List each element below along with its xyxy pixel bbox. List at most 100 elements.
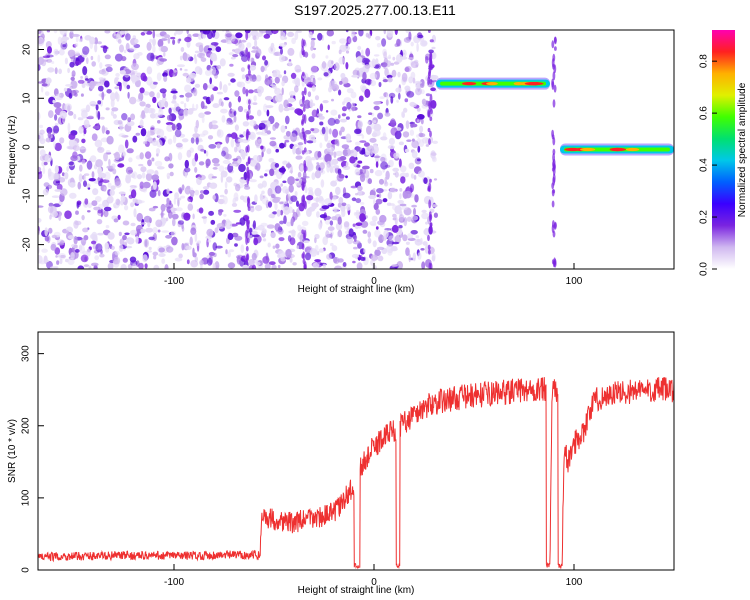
noise-speckle bbox=[388, 54, 391, 60]
noise-speckle bbox=[109, 189, 115, 196]
noise-speckle bbox=[78, 244, 83, 251]
noise-speckle bbox=[321, 61, 327, 69]
noise-speckle bbox=[230, 138, 235, 148]
noise-speckle bbox=[367, 231, 372, 238]
noise-speckle bbox=[238, 163, 246, 173]
noise-speckle bbox=[356, 209, 360, 215]
noise-speckle bbox=[257, 86, 264, 94]
streak-speckle bbox=[246, 128, 250, 134]
noise-speckle bbox=[216, 65, 222, 70]
noise-speckle bbox=[126, 84, 131, 90]
noise-speckle bbox=[222, 84, 228, 93]
noise-speckle bbox=[296, 245, 300, 249]
noise-speckle bbox=[227, 232, 234, 241]
noise-speckle bbox=[415, 235, 420, 239]
noise-speckle bbox=[246, 42, 252, 48]
noise-speckle bbox=[54, 67, 58, 75]
noise-speckle bbox=[424, 227, 428, 235]
noise-speckle bbox=[345, 30, 349, 33]
noise-speckle bbox=[345, 230, 350, 235]
noise-speckle bbox=[402, 112, 405, 118]
noise-speckle bbox=[124, 232, 130, 236]
noise-speckle bbox=[134, 70, 138, 75]
noise-speckle bbox=[280, 183, 284, 187]
noise-speckle bbox=[287, 31, 295, 37]
noise-speckle bbox=[225, 30, 230, 33]
noise-speckle bbox=[306, 140, 314, 144]
noise-speckle bbox=[351, 197, 357, 202]
streak-speckle bbox=[552, 220, 555, 228]
noise-speckle bbox=[373, 198, 376, 205]
noise-speckle bbox=[340, 72, 346, 79]
noise-speckle bbox=[253, 95, 257, 102]
noise-speckle bbox=[230, 132, 238, 140]
noise-speckle bbox=[208, 210, 215, 216]
noise-speckle bbox=[387, 77, 393, 83]
colorbar-gradient bbox=[712, 30, 735, 269]
noise-speckle bbox=[327, 117, 336, 126]
noise-speckle bbox=[115, 72, 120, 77]
noise-speckle bbox=[314, 95, 320, 101]
noise-speckle bbox=[119, 30, 126, 35]
noise-speckle bbox=[260, 145, 264, 150]
noise-speckle bbox=[164, 101, 169, 108]
noise-speckle bbox=[91, 171, 95, 179]
noise-speckle bbox=[375, 58, 379, 65]
noise-speckle bbox=[130, 189, 137, 199]
noise-speckle bbox=[47, 67, 55, 73]
noise-speckle bbox=[353, 246, 358, 250]
noise-speckle bbox=[185, 245, 192, 250]
noise-speckle bbox=[308, 116, 315, 123]
noise-speckle bbox=[241, 39, 247, 43]
noise-speckle bbox=[64, 210, 72, 219]
streak-speckle bbox=[427, 127, 431, 133]
noise-speckle bbox=[117, 163, 125, 168]
noise-speckle bbox=[228, 52, 235, 56]
noise-speckle bbox=[112, 168, 117, 175]
noise-speckle bbox=[240, 177, 245, 180]
noise-speckle bbox=[69, 192, 77, 199]
noise-speckle bbox=[54, 123, 59, 126]
noise-speckle bbox=[124, 205, 129, 211]
noise-speckle bbox=[124, 69, 132, 75]
noise-speckle bbox=[334, 265, 343, 269]
streak-speckle bbox=[301, 243, 305, 250]
noise-speckle bbox=[308, 31, 313, 39]
noise-speckle bbox=[70, 155, 78, 162]
noise-speckle bbox=[67, 122, 71, 132]
noise-speckle bbox=[234, 124, 239, 131]
noise-speckle bbox=[91, 61, 96, 67]
noise-speckle bbox=[315, 197, 319, 203]
noise-speckle bbox=[216, 91, 224, 95]
noise-speckle bbox=[350, 91, 357, 99]
noise-speckle bbox=[237, 95, 241, 103]
noise-speckle bbox=[202, 30, 211, 35]
noise-speckle bbox=[410, 41, 414, 47]
noise-speckle bbox=[178, 38, 182, 42]
noise-speckle bbox=[177, 220, 185, 225]
noise-speckle bbox=[190, 259, 199, 268]
streak-speckle bbox=[429, 78, 433, 85]
noise-speckle bbox=[107, 182, 112, 188]
noise-speckle bbox=[194, 232, 198, 243]
noise-speckle bbox=[208, 173, 214, 180]
noise-speckle bbox=[66, 166, 69, 172]
noise-speckle bbox=[171, 236, 178, 246]
noise-speckle bbox=[166, 188, 170, 195]
noise-speckle bbox=[68, 133, 76, 140]
noise-speckle bbox=[58, 68, 62, 75]
noise-speckle bbox=[192, 213, 195, 220]
noise-speckle bbox=[99, 253, 105, 258]
streak-speckle bbox=[245, 253, 249, 263]
noise-speckle bbox=[160, 38, 168, 41]
noise-speckle bbox=[97, 100, 102, 105]
noise-speckle bbox=[112, 114, 117, 119]
noise-speckle bbox=[314, 259, 321, 263]
noise-speckle bbox=[316, 162, 320, 165]
noise-speckle bbox=[329, 191, 333, 201]
streak-speckle bbox=[246, 76, 249, 81]
noise-speckle bbox=[329, 220, 334, 226]
noise-speckle bbox=[166, 114, 172, 121]
noise-speckle bbox=[39, 149, 46, 157]
noise-speckle bbox=[72, 80, 78, 89]
